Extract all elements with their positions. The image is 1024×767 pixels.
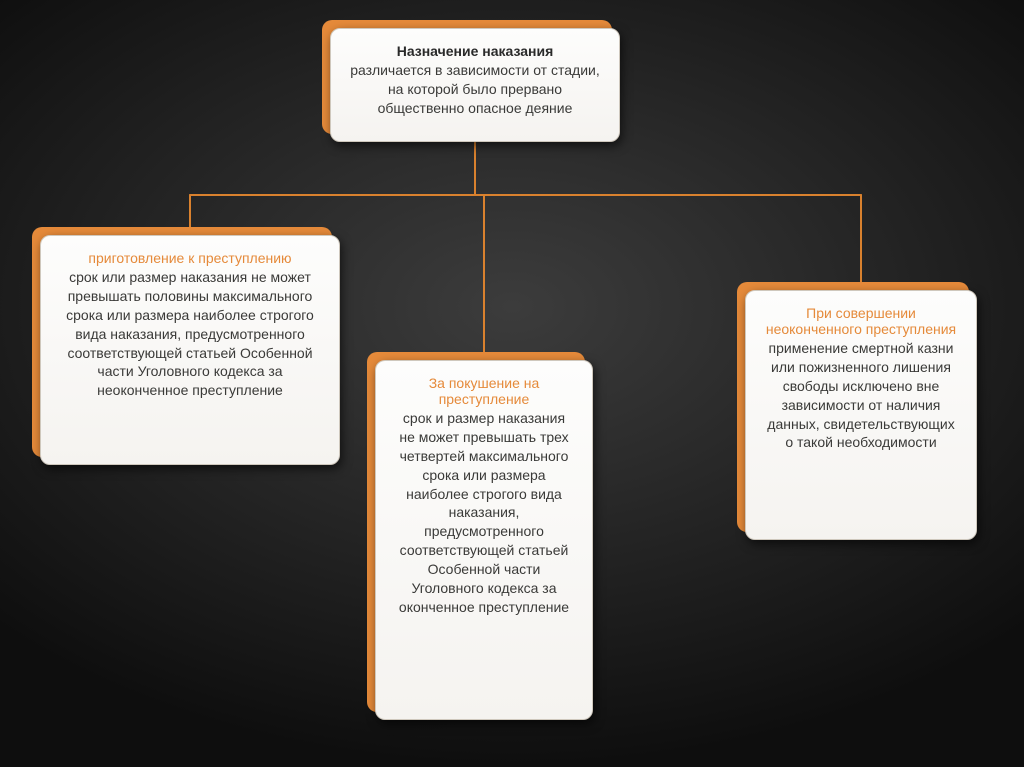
right-highlight: При совершении неоконченного преступлени… [764, 305, 958, 337]
card-body: приготовление к преступлению срок или ра… [40, 235, 340, 465]
middle-node: За покушение на преступление срок и разм… [375, 360, 593, 720]
root-title: Назначение наказания [349, 43, 601, 59]
right-node: При совершении неоконченного преступлени… [745, 290, 977, 540]
left-body-text: срок или размер наказания не может превы… [66, 269, 314, 398]
left-highlight: приготовление к преступлению [59, 250, 321, 266]
card-body: За покушение на преступление срок и разм… [375, 360, 593, 720]
root-body-text: различается в зависимости от стадии, на … [350, 62, 599, 116]
root-node: Назначение наказания различается в завис… [330, 28, 620, 142]
left-node: приготовление к преступлению срок или ра… [40, 235, 340, 465]
middle-highlight: За покушение на преступление [394, 375, 574, 407]
right-body-text: применение смертной казни или пожизненно… [767, 340, 954, 450]
card-body: При совершении неоконченного преступлени… [745, 290, 977, 540]
middle-body-text: срок и размер наказания не может превыша… [399, 410, 569, 615]
card-body: Назначение наказания различается в завис… [330, 28, 620, 142]
